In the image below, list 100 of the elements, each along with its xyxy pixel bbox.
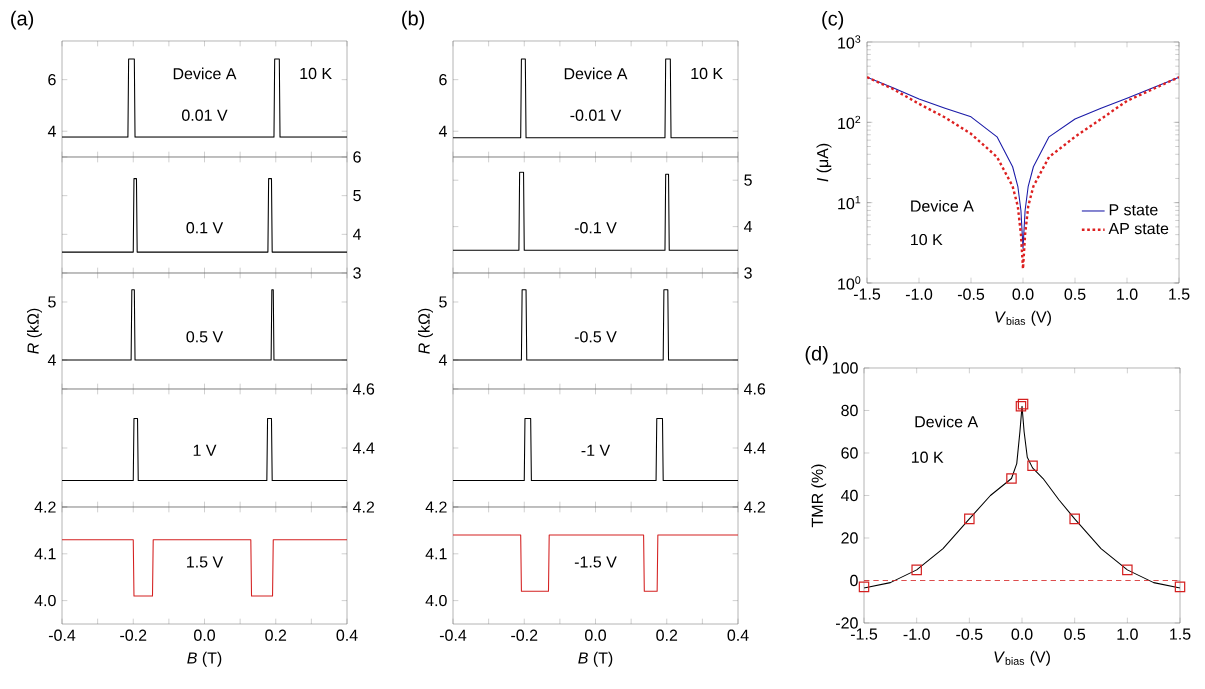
text: (a): [11, 10, 34, 30]
x-tick-label: -0.4: [439, 629, 467, 641]
y-tick-label: 4.2: [425, 501, 447, 513]
annotation: Device A: [915, 415, 979, 428]
text: (c): [822, 10, 844, 30]
annotation: -0.5 V: [574, 331, 617, 343]
x-axis-title: B (T): [578, 651, 613, 667]
y-tick-label: 4: [743, 221, 753, 233]
x-tick-label: -0.2: [120, 629, 147, 641]
annotation: 10 K: [300, 67, 332, 80]
y-tick-label: 4: [438, 125, 447, 137]
y-tick-label: 4: [47, 354, 56, 366]
point: [858, 581, 870, 593]
text: (b): [402, 10, 425, 30]
y-tick-label: 0: [850, 574, 858, 587]
y-tick-label: 4.2: [34, 501, 56, 513]
point: [911, 564, 922, 576]
annotation: -0.1 V: [574, 222, 617, 234]
y-axis-title: R (kΩ): [418, 308, 433, 354]
y-tick-label: 4.1: [34, 548, 56, 560]
y-tick-label: 5: [353, 190, 361, 202]
y-tick-label: 20: [841, 532, 858, 544]
y-tick-label: 4.0: [425, 594, 447, 607]
y-tick-label: -20: [836, 617, 858, 629]
y-tick-label: 10$^{3}$: [838, 35, 861, 49]
x-axis-title: V$_{bias}$ (V): [994, 650, 1050, 666]
y-tick-label: 4.2: [352, 501, 375, 513]
y-tick-label: 5: [439, 296, 447, 308]
x-tick-label: 1.0: [1117, 628, 1138, 640]
x-axis-title: V$_{bias}$ (V): [995, 310, 1051, 326]
x-tick-label: 0.0: [1012, 288, 1034, 300]
y-tick-label: 4.2: [743, 501, 766, 513]
point: [1122, 564, 1133, 576]
line-series: [864, 405, 1181, 589]
y-tick-label: 10$^{0}$: [838, 276, 861, 290]
y-tick-label: 40: [840, 489, 858, 502]
x-tick-label: 0.2: [265, 629, 287, 641]
annotation: 0.1 V: [186, 222, 224, 234]
legend-label: P state: [1109, 204, 1158, 216]
x-tick-label: 0.2: [656, 629, 678, 641]
x-tick-label: 1.5: [1169, 288, 1190, 300]
annotation: Device A: [173, 67, 237, 80]
annotation: 10 K: [911, 233, 943, 246]
y-axis-title: R (kΩ): [27, 308, 42, 354]
annotation: 10 K: [691, 67, 723, 80]
point: [964, 513, 975, 525]
y-axis-title: I (μA): [816, 143, 832, 182]
annotation: -1.5 V: [574, 556, 617, 568]
x-tick-label: 0.0: [585, 629, 607, 641]
y-tick-label: 80: [841, 404, 858, 417]
y-tick-label: 3: [353, 267, 361, 279]
x-tick-label: -1.5: [853, 288, 881, 300]
point: [1027, 460, 1038, 472]
y-tick-label: 4.6: [352, 383, 375, 395]
annotation: 10 K: [911, 451, 944, 463]
y-tick-label: 10$^{1}$: [838, 196, 861, 210]
x-tick-label: -1.5: [850, 628, 878, 640]
annotation: -0.01 V: [570, 109, 622, 121]
y-tick-label: 100: [832, 362, 858, 374]
text: (d): [805, 345, 828, 365]
x-tick-label: 1.0: [1117, 288, 1138, 300]
y-tick-label: 6: [353, 151, 361, 163]
y-tick-label: 4.6: [743, 383, 766, 395]
y-tick-label: 4.1: [425, 548, 447, 560]
y-tick-label: 5: [48, 296, 56, 308]
annotation: Device A: [564, 67, 628, 80]
x-tick-label: 0.5: [1064, 628, 1086, 640]
point: [1174, 581, 1186, 593]
x-tick-label: -0.5: [957, 288, 985, 300]
y-tick-label: 4: [438, 354, 447, 366]
x-tick-label: -0.5: [956, 628, 983, 640]
y-axis-title: TMR (%): [811, 464, 827, 528]
y-tick-label: 5: [744, 174, 752, 186]
y-tick-label: 3: [744, 267, 752, 279]
point: [1006, 473, 1017, 484]
y-tick-label: 6: [48, 74, 56, 86]
y-tick-label: 4: [352, 228, 362, 240]
x-tick-label: 0.4: [727, 629, 749, 641]
y-tick-label: 4.4: [352, 442, 375, 454]
x-tick-label: 0.0: [194, 629, 216, 641]
y-tick-label: 4: [47, 125, 56, 137]
annotation: 1.5 V: [187, 556, 224, 568]
x-tick-label: 1.5: [1170, 628, 1191, 640]
y-tick-label: 60: [841, 447, 858, 459]
x-tick-label: 0.4: [336, 629, 358, 641]
y-tick-label: 4.0: [34, 594, 56, 607]
annotation: -1 V: [581, 444, 611, 456]
y-tick-label: 4.4: [743, 442, 766, 454]
legend-label: AP state: [1108, 223, 1169, 235]
x-tick-label: -0.2: [511, 629, 538, 641]
x-tick-label: -0.4: [48, 629, 76, 641]
x-tick-label: 0.0: [1011, 628, 1033, 640]
annotation: 0.01 V: [182, 109, 228, 121]
x-tick-label: 0.5: [1064, 288, 1086, 300]
point: [1069, 513, 1080, 525]
y-tick-label: 10$^{2}$: [838, 115, 861, 130]
annotation: Device A: [911, 200, 974, 212]
annotation: 0.5 V: [186, 331, 224, 343]
annotation: 1 V: [193, 444, 217, 456]
x-tick-label: -1.0: [905, 288, 933, 300]
